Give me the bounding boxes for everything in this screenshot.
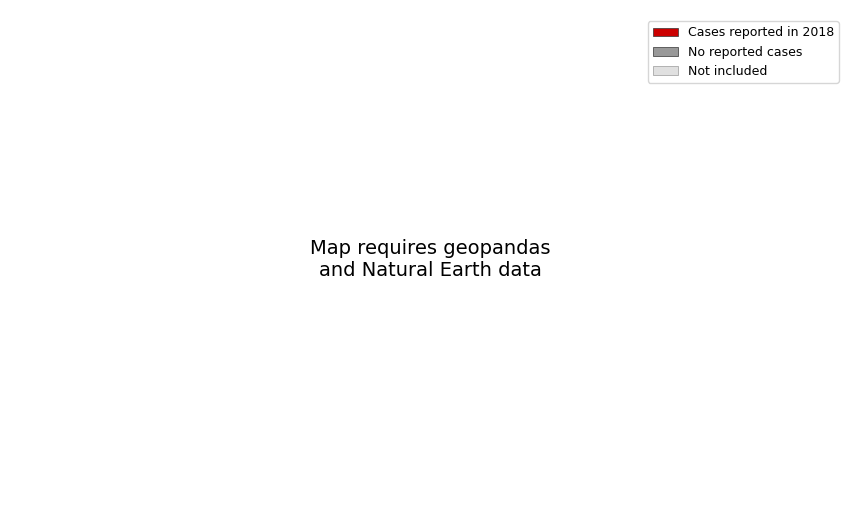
Legend: Cases reported in 2018, No reported cases, Not included: Cases reported in 2018, No reported case… <box>648 21 838 83</box>
Text: Map requires geopandas
and Natural Earth data: Map requires geopandas and Natural Earth… <box>310 238 550 280</box>
